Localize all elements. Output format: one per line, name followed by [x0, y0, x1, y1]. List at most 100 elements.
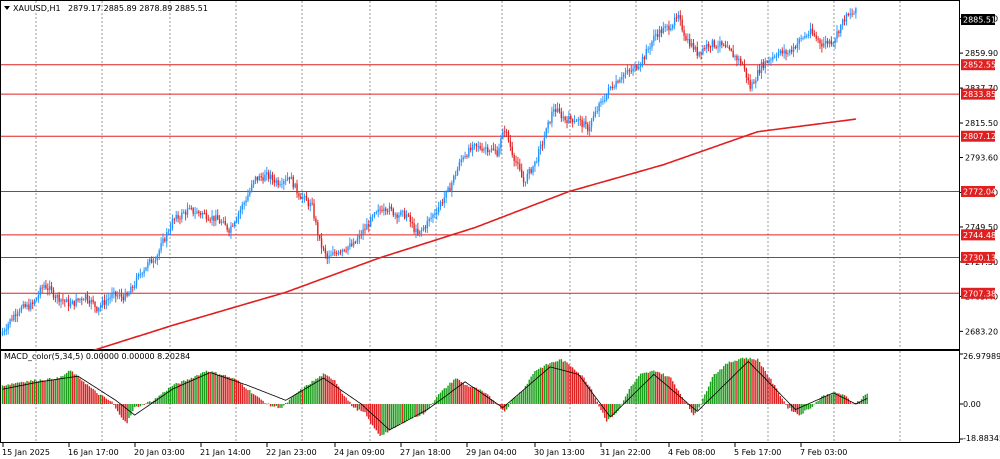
macd-bar: [689, 404, 691, 410]
macd-bar: [596, 401, 598, 405]
macd-bar: [230, 378, 232, 405]
macd-bar: [728, 361, 731, 405]
candle-body: [162, 238, 164, 244]
candle-body: [77, 298, 79, 301]
time-tick-label: 15 Jan 2025: [2, 448, 50, 457]
macd-bar: [826, 394, 829, 405]
symbol-label[interactable]: XAUUSD,H1: [13, 4, 61, 13]
macd-bar: [524, 385, 527, 405]
macd-bar: [375, 404, 378, 431]
macd-bar: [294, 394, 296, 405]
macd-bar: [179, 383, 181, 405]
macd-bar: [779, 396, 782, 405]
macd-bar: [428, 404, 430, 409]
macd-bar: [675, 388, 678, 405]
candle-body: [792, 46, 795, 52]
macd-bar: [177, 383, 179, 405]
candle-body: [324, 248, 327, 254]
candle-body: [256, 176, 259, 181]
candle-body: [86, 294, 89, 301]
candle-body: [94, 302, 96, 308]
horizontal-levels: [1, 64, 959, 294]
candle-body: [704, 48, 706, 49]
macd-bar: [641, 373, 644, 405]
macd-bar: [54, 379, 57, 405]
candle-body: [371, 216, 374, 218]
candle-body: [154, 260, 157, 262]
candle-body: [505, 131, 508, 133]
candle-body: [273, 179, 276, 183]
time-tick-label: 4 Feb 08:00: [668, 448, 715, 457]
time-tick-label: 29 Jan 04:00: [466, 448, 517, 457]
candle-body: [483, 148, 485, 151]
macd-bar: [554, 361, 557, 405]
candle-body: [50, 286, 53, 290]
macd-bar: [851, 403, 853, 405]
macd-bar: [398, 404, 400, 425]
macd-bar: [360, 404, 362, 412]
candle-body: [458, 162, 461, 169]
level-tag-label: 2852.55: [963, 61, 996, 70]
macd-bar: [781, 398, 783, 405]
macd-bar: [511, 399, 513, 405]
macd-bar: [811, 404, 814, 407]
macd-bar: [630, 385, 632, 405]
macd-bar: [845, 396, 848, 405]
candle-body: [224, 221, 226, 225]
candle-body: [728, 46, 731, 50]
candle-body: [845, 13, 848, 22]
candle-body: [65, 299, 68, 302]
price-tick-label: 2749.50: [965, 223, 998, 232]
candle-body: [764, 61, 766, 68]
macd-bar: [721, 369, 723, 405]
macd-bar: [690, 404, 693, 413]
macd-bar: [94, 390, 96, 405]
candle-body: [568, 115, 570, 123]
candle-body: [753, 82, 755, 84]
macd-bar: [381, 404, 383, 435]
candle-body: [82, 299, 85, 301]
candle-body: [507, 131, 510, 141]
macd-bar: [832, 393, 834, 405]
level-tag-label: 2772.04: [963, 187, 996, 196]
macd-bar: [798, 404, 800, 416]
candle-body: [309, 203, 311, 207]
macd-bar: [249, 389, 251, 405]
macd-bar: [337, 386, 340, 405]
candle-body: [415, 228, 417, 232]
candle-body: [730, 49, 732, 51]
candle-body: [1, 331, 4, 335]
macd-bar: [15, 382, 17, 405]
price-pane-border: [0, 0, 960, 350]
macd-bar: [143, 404, 145, 406]
candle-body: [9, 319, 11, 325]
macd-bar: [583, 377, 585, 405]
candle-body: [45, 284, 47, 289]
macd-bar: [88, 386, 91, 405]
candle-body: [824, 40, 827, 44]
macd-bar: [558, 359, 561, 405]
symbol-dropdown-icon[interactable]: [4, 6, 10, 10]
candle-body: [456, 168, 459, 176]
macd-bar: [624, 396, 627, 405]
candle-body: [67, 299, 70, 307]
macd-bar: [638, 376, 640, 405]
macd-bar: [328, 376, 330, 405]
macd-bar: [309, 384, 311, 405]
candle-body: [139, 274, 142, 276]
candle-body: [52, 289, 55, 298]
candle-body: [150, 259, 153, 263]
candle-body: [366, 224, 368, 230]
candle-body: [424, 227, 427, 229]
candle-body: [241, 204, 243, 210]
candle-body: [449, 187, 451, 191]
macd-bar: [747, 359, 749, 405]
candle-body: [528, 168, 530, 174]
candle-body: [268, 172, 270, 179]
macd-bar: [477, 389, 479, 405]
candle-body: [807, 34, 810, 36]
candle-body: [834, 38, 836, 44]
candle-body: [226, 224, 228, 230]
candle-body: [734, 56, 736, 57]
candle-body: [175, 215, 177, 220]
